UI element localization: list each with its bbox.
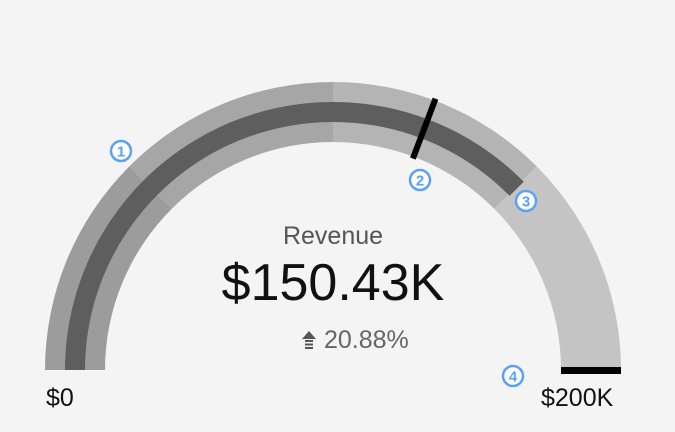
target-marker — [410, 97, 439, 160]
arrow-up-icon — [302, 330, 316, 349]
annotation-label-3: 3 — [522, 194, 530, 211]
annotation-label-1: 1 — [117, 144, 125, 161]
annotation-marker-1 — [109, 139, 133, 163]
annotation-marker-3 — [514, 189, 538, 213]
gauge-range-band-4 — [494, 166, 621, 370]
annotation-marker-4 — [501, 364, 525, 388]
change-indicator: 20.88% — [302, 326, 409, 355]
gauge-value: $150.43K — [221, 254, 445, 312]
max-label: $200K — [541, 384, 614, 412]
gauge-value-bar — [65, 101, 524, 370]
min-label: $0 — [46, 384, 74, 412]
annotation-label-4: 4 — [509, 369, 518, 386]
gauge-title: Revenue — [282, 222, 384, 250]
change-value: 20.88% — [324, 326, 409, 354]
annotation-marker-2 — [408, 168, 432, 192]
annotation-label-2: 2 — [416, 173, 424, 190]
